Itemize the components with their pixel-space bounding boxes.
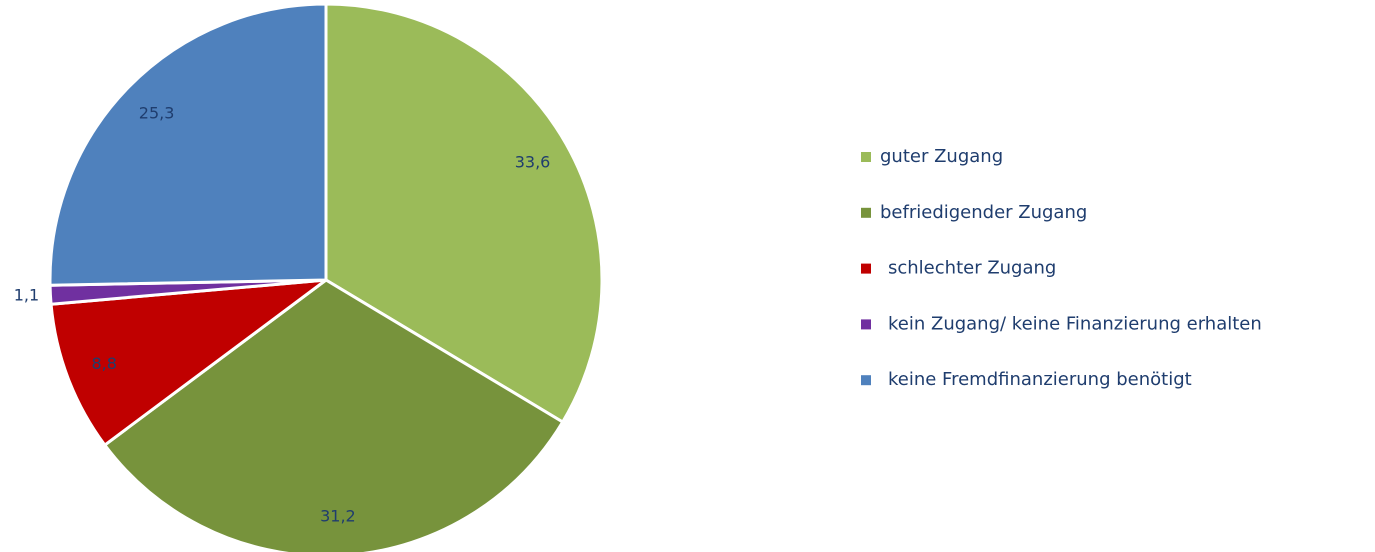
legend-label: kein Zugang/ keine Finanzierung erhalten (888, 313, 1262, 334)
data-label: 31,2 (320, 507, 356, 526)
data-label: 1,1 (14, 286, 39, 305)
pie-slice (103, 278, 565, 552)
data-label: 33,6 (515, 153, 551, 172)
pie-slice (49, 278, 328, 447)
legend-label: befriedigender Zugang (880, 202, 1087, 223)
legend-swatch (861, 375, 871, 386)
pie-slice (48, 2, 328, 287)
data-label: 8,8 (92, 354, 117, 373)
legend-swatch (861, 263, 871, 274)
pie-slice (324, 2, 604, 424)
legend-label: guter Zugang (880, 146, 1003, 167)
legend-swatch (861, 319, 871, 330)
legend-swatch (861, 152, 871, 162)
legend-label: schlechter Zugang (888, 258, 1056, 279)
legend-label: keine Fremdfinanzierung benötigt (888, 369, 1192, 390)
data-label: 25,3 (139, 103, 175, 122)
legend-swatch (861, 207, 871, 218)
